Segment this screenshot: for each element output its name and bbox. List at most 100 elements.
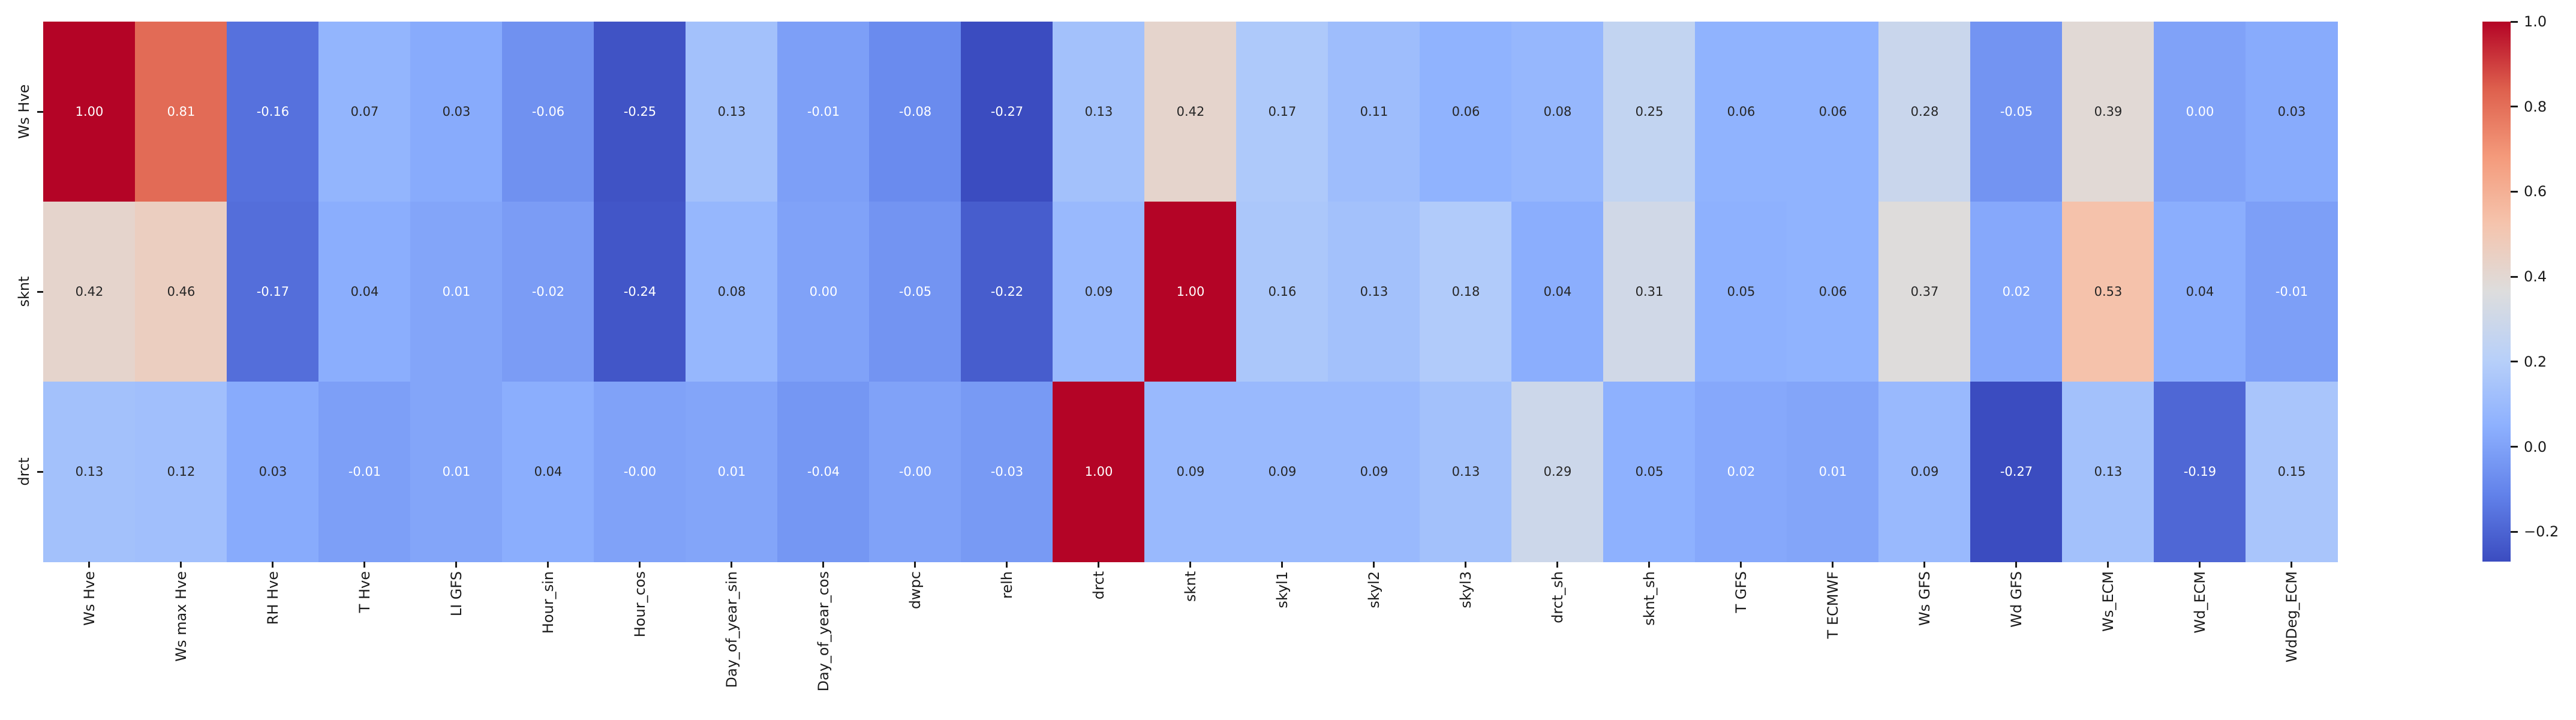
heatmap-cell: 0.09 bbox=[1878, 382, 1971, 562]
heatmap-cell: 0.42 bbox=[43, 202, 136, 382]
heatmap-cell: 0.09 bbox=[1144, 382, 1237, 562]
x-tick-label: Wd GFS bbox=[2007, 571, 2025, 628]
x-axis-tick bbox=[731, 562, 732, 568]
heatmap-cell: -0.24 bbox=[594, 202, 686, 382]
colorbar-gradient bbox=[2482, 22, 2511, 562]
heatmap-cell: 1.00 bbox=[1144, 202, 1237, 382]
heatmap-cell: 0.13 bbox=[1328, 202, 1420, 382]
heatmap-cell: 0.05 bbox=[1695, 202, 1787, 382]
x-axis-tick bbox=[1465, 562, 1466, 568]
colorbar-tick bbox=[2511, 361, 2518, 363]
x-axis-tick bbox=[1281, 562, 1283, 568]
colorbar-tick-label: 0.4 bbox=[2524, 268, 2547, 286]
heatmap-cell: -0.19 bbox=[2154, 382, 2246, 562]
heatmap-cell: 0.15 bbox=[2246, 382, 2338, 562]
colorbar-tick bbox=[2511, 106, 2518, 108]
x-tick-label: sknt bbox=[1182, 571, 1199, 602]
x-axis-tick bbox=[180, 562, 182, 568]
heatmap-cell: 0.31 bbox=[1603, 202, 1696, 382]
heatmap-cell: 0.07 bbox=[318, 22, 411, 202]
colorbar-tick-label: 0.8 bbox=[2524, 98, 2547, 115]
x-tick-label: skyl2 bbox=[1365, 571, 1382, 608]
x-tick-label: RH Hve bbox=[264, 571, 281, 625]
x-axis-tick bbox=[1648, 562, 1650, 568]
x-axis-tick bbox=[272, 562, 273, 568]
colorbar-tick bbox=[2511, 190, 2518, 193]
heatmap-cell: 0.29 bbox=[1511, 382, 1604, 562]
heatmap-cell: 0.09 bbox=[1328, 382, 1420, 562]
colorbar-tick bbox=[2511, 275, 2518, 278]
heatmap-cell: -0.16 bbox=[227, 22, 319, 202]
heatmap-cell: -0.02 bbox=[502, 202, 594, 382]
x-axis-tick bbox=[1556, 562, 1558, 568]
x-axis-tick bbox=[2199, 562, 2201, 568]
x-tick-label: T ECMWF bbox=[1824, 571, 1841, 639]
colorbar-tick bbox=[2511, 446, 2518, 448]
heatmap-cell: 0.00 bbox=[2154, 22, 2246, 202]
colorbar-tick-label: 0.2 bbox=[2524, 353, 2547, 370]
x-tick-label: skyl1 bbox=[1273, 571, 1291, 608]
heatmap-cell: 0.16 bbox=[1236, 202, 1328, 382]
heatmap-cell: 0.02 bbox=[1970, 202, 2063, 382]
colorbar-tick-label: 0.6 bbox=[2524, 183, 2547, 200]
heatmap-cell: -0.17 bbox=[227, 202, 319, 382]
heatmap-cell: 1.00 bbox=[1053, 382, 1145, 562]
x-tick-label: Ws GFS bbox=[1916, 571, 1933, 626]
x-axis-tick bbox=[1923, 562, 1925, 568]
x-tick-label: sknt_sh bbox=[1640, 571, 1658, 626]
heatmap-cell: 0.06 bbox=[1420, 22, 1512, 202]
heatmap-cell: 0.06 bbox=[1787, 22, 1879, 202]
colorbar-tick-label: 0.0 bbox=[2524, 438, 2547, 455]
x-axis-tick bbox=[2107, 562, 2109, 568]
heatmap-cell: 0.01 bbox=[410, 202, 503, 382]
heatmap-cell: -0.05 bbox=[869, 202, 961, 382]
heatmap-cell: 0.17 bbox=[1236, 22, 1328, 202]
x-axis-tick bbox=[1006, 562, 1008, 568]
heatmap-cell: 0.13 bbox=[1420, 382, 1512, 562]
heatmap-cell: -0.04 bbox=[777, 382, 870, 562]
x-tick-label: Day_of_year_cos bbox=[814, 571, 832, 692]
x-axis-tick bbox=[2291, 562, 2292, 568]
heatmap-cell: -0.01 bbox=[2246, 202, 2338, 382]
x-tick-label: Day_of_year_sin bbox=[723, 571, 740, 688]
x-tick-label: relh bbox=[998, 571, 1015, 599]
x-tick-label: Ws Hve bbox=[80, 571, 98, 626]
x-axis-tick bbox=[1098, 562, 1099, 568]
heatmap-cell: 0.18 bbox=[1420, 202, 1512, 382]
heatmap-cell: 0.09 bbox=[1236, 382, 1328, 562]
heatmap-cell: 0.01 bbox=[1787, 382, 1879, 562]
heatmap-cell: -0.01 bbox=[318, 382, 411, 562]
y-axis-tick bbox=[37, 110, 43, 113]
heatmap-cell: -0.22 bbox=[961, 202, 1053, 382]
heatmap-cell: 0.02 bbox=[1695, 382, 1787, 562]
x-tick-label: drct_sh bbox=[1549, 571, 1566, 623]
heatmap-cell: 0.13 bbox=[43, 382, 136, 562]
x-axis-tick bbox=[1189, 562, 1191, 568]
heatmap-cell: 0.12 bbox=[135, 382, 227, 562]
heatmap-cell: -0.03 bbox=[961, 382, 1053, 562]
heatmap-cell: -0.00 bbox=[594, 382, 686, 562]
heatmap-cell: 0.01 bbox=[410, 382, 503, 562]
heatmap-cell: 0.25 bbox=[1603, 22, 1696, 202]
y-axis-tick bbox=[37, 290, 43, 293]
heatmap-cell: -0.25 bbox=[594, 22, 686, 202]
x-tick-label: Ws max Hve bbox=[172, 571, 190, 662]
heatmap-cell: 0.39 bbox=[2062, 22, 2154, 202]
colorbar-tick bbox=[2511, 530, 2518, 533]
heatmap-cell: 0.53 bbox=[2062, 202, 2154, 382]
heatmap-cell: 0.04 bbox=[318, 202, 411, 382]
heatmap-cell: 1.00 bbox=[43, 22, 136, 202]
heatmap-cell: 0.04 bbox=[502, 382, 594, 562]
heatmap-cell: -0.27 bbox=[961, 22, 1053, 202]
heatmap-cell: 0.46 bbox=[135, 202, 227, 382]
x-tick-label: T Hve bbox=[356, 571, 373, 613]
x-axis-tick bbox=[1740, 562, 1742, 568]
heatmap-cell: 0.00 bbox=[777, 202, 870, 382]
x-tick-label: LI GFS bbox=[447, 571, 465, 617]
heatmap-cell: 0.37 bbox=[1878, 202, 1971, 382]
heatmap-cell: 0.03 bbox=[2246, 22, 2338, 202]
x-axis-tick bbox=[88, 562, 90, 568]
heatmap-cell: 0.09 bbox=[1053, 202, 1145, 382]
heatmap-cell: 0.03 bbox=[227, 382, 319, 562]
